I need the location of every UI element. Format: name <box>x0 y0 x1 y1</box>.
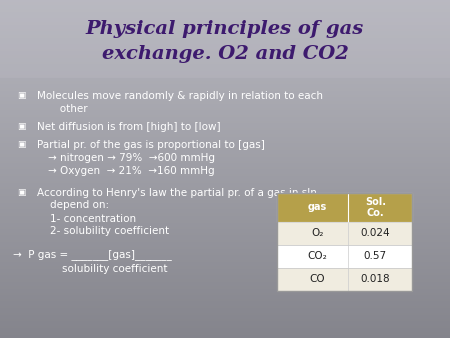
Text: ▣: ▣ <box>17 140 26 149</box>
Text: CO: CO <box>310 274 325 284</box>
Text: 0.024: 0.024 <box>360 228 390 238</box>
Text: 2- solubility coefficient: 2- solubility coefficient <box>50 226 170 237</box>
Text: 0.57: 0.57 <box>364 251 387 261</box>
Text: According to Henry's law the partial pr. of a gas in sln.: According to Henry's law the partial pr.… <box>37 188 320 198</box>
Text: →  P gas = _______[gas]_______: → P gas = _______[gas]_______ <box>13 249 171 260</box>
Text: 1- concentration: 1- concentration <box>50 214 136 224</box>
Text: Sol.
Co.: Sol. Co. <box>365 197 386 218</box>
Text: gas: gas <box>308 202 327 212</box>
Text: Molecules move randomly & rapidly in relation to each
       other: Molecules move randomly & rapidly in rel… <box>37 91 323 114</box>
Text: O₂: O₂ <box>311 228 324 238</box>
Bar <box>277 245 412 268</box>
Bar <box>0 0 450 78</box>
Bar <box>277 268 412 291</box>
Text: exchange. O2 and CO2: exchange. O2 and CO2 <box>102 45 348 63</box>
Text: depend on:: depend on: <box>37 200 109 210</box>
Text: → nitrogen → 79%  →600 mmHg: → nitrogen → 79% →600 mmHg <box>48 153 215 163</box>
Text: ▣: ▣ <box>17 91 26 100</box>
Text: solubility coefficient: solubility coefficient <box>62 264 167 274</box>
Text: CO₂: CO₂ <box>307 251 327 261</box>
Text: ▣: ▣ <box>17 188 26 197</box>
Bar <box>277 193 412 291</box>
Text: Partial pr. of the gas is proportional to [gas]: Partial pr. of the gas is proportional t… <box>37 140 265 150</box>
Text: ▣: ▣ <box>17 122 26 131</box>
Text: 0.018: 0.018 <box>360 274 390 284</box>
Bar <box>277 193 412 222</box>
Text: Physical principles of gas: Physical principles of gas <box>86 20 364 38</box>
Text: → Oxygen  → 21%  →160 mmHg: → Oxygen → 21% →160 mmHg <box>48 166 215 176</box>
Bar <box>277 222 412 245</box>
Text: Net diffusion is from [high] to [low]: Net diffusion is from [high] to [low] <box>37 122 220 132</box>
